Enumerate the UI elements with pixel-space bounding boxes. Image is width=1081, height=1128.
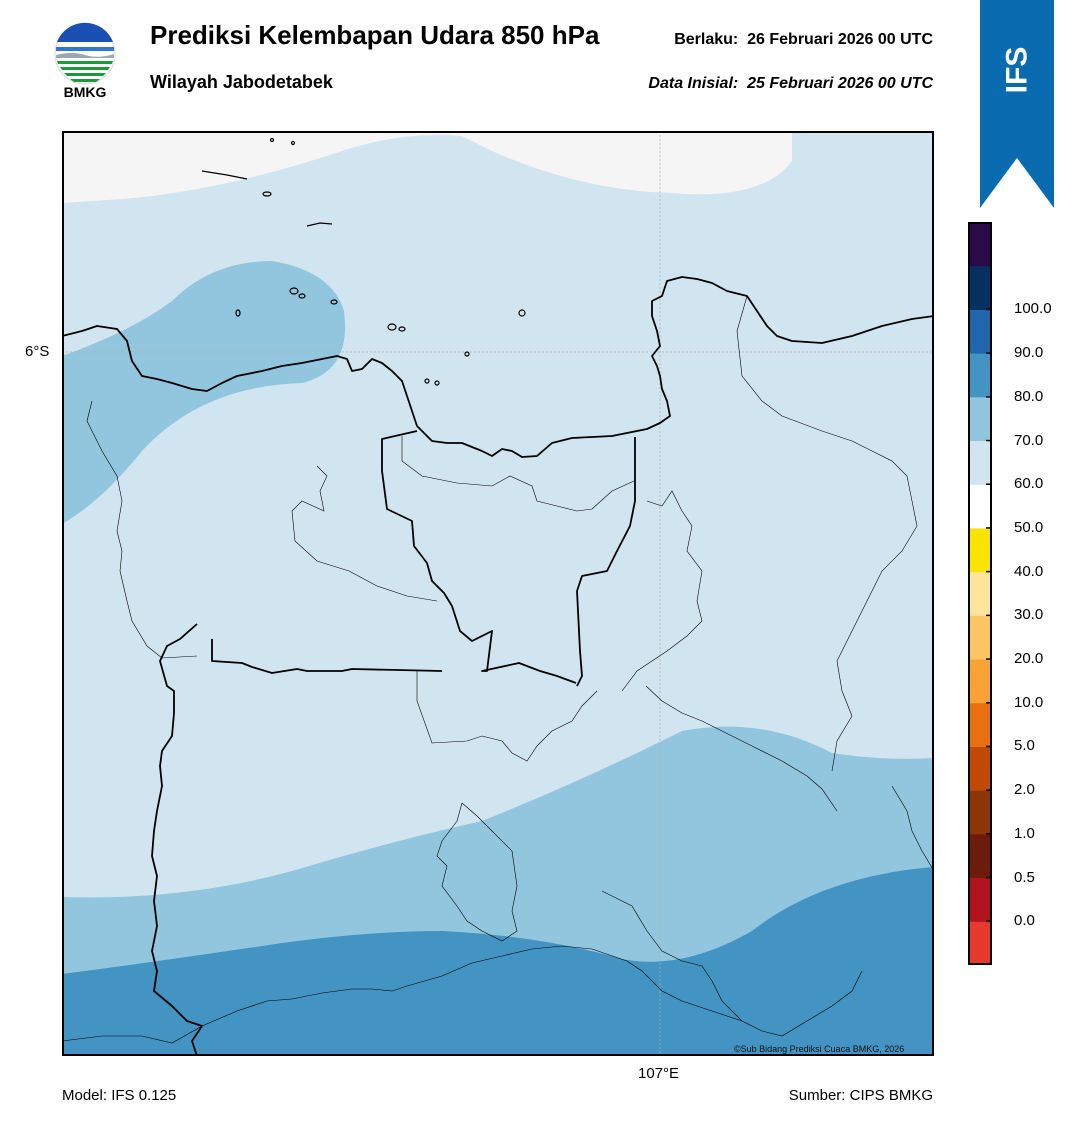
colorbar-swatch — [968, 527, 992, 573]
colorbar-swatch — [968, 790, 992, 835]
border-regency-6 — [736, 295, 918, 772]
border-regency-2 — [291, 465, 438, 602]
bmkg-logo — [54, 22, 116, 85]
init-time: Data Inisial: 25 Februari 2026 00 UTC — [648, 75, 933, 93]
ifs-ribbon — [980, 0, 1054, 208]
ifs-badge: IFS — [1001, 47, 1034, 94]
copyright-note: ©Sub Bidang Prediksi Cuaca BMKG, 2026 — [734, 1044, 905, 1054]
border-regency-7 — [621, 490, 703, 692]
border-jakarta — [381, 430, 577, 684]
band-70-80-south — [62, 867, 934, 1056]
colorbar-swatch — [968, 396, 992, 442]
map-frame — [62, 131, 934, 1056]
lon-label: 107°E — [638, 1065, 680, 1082]
colorbar-tick-label: 70.0 — [1014, 431, 1044, 449]
colorbar-tick-label: 10.0 — [1014, 693, 1044, 711]
colorbar-tick-label: 30.0 — [1014, 606, 1044, 624]
border-regency-1 — [86, 400, 198, 659]
colorbar-tick-label: 1.0 — [1014, 824, 1035, 842]
island-11 — [464, 351, 470, 357]
valid-label: Berlaku: — [674, 31, 739, 48]
model-info: Model: IFS 0.125 — [62, 1087, 177, 1104]
island-4 — [289, 287, 299, 295]
colorbar — [968, 222, 992, 965]
colorbar-swatch — [968, 615, 992, 660]
island-12 — [424, 378, 430, 384]
border-banten-jabar — [151, 623, 203, 1056]
border-regency-8 — [436, 802, 518, 942]
colorbar-swatch — [968, 440, 992, 485]
colorbar-tick-label: 60.0 — [1014, 475, 1044, 493]
colorbar-tick-label: 0.5 — [1014, 868, 1035, 886]
map-subtitle: Wilayah Jabodetabek — [150, 72, 333, 92]
colorbar-tick-label: 50.0 — [1014, 518, 1044, 536]
valid-value: 26 Februari 2026 00 UTC — [747, 31, 933, 48]
border-bekasi-karawang — [576, 437, 636, 687]
island-13 — [434, 380, 440, 386]
colorbar-swatch — [968, 877, 992, 922]
border-regency-4 — [416, 671, 598, 762]
ifs-badge-text: IFS — [1001, 47, 1034, 94]
border-regency-9 — [601, 890, 863, 1037]
map-title: Prediksi Kelembapan Udara 850 hPa — [150, 20, 600, 50]
lat-label: 6°S — [25, 343, 50, 360]
logo-text: BMKG — [63, 84, 107, 100]
coastline-java-north — [62, 276, 934, 458]
colorbar-tick-label: 80.0 — [1014, 387, 1044, 405]
colorbar-swatch — [968, 921, 992, 965]
band-60-70-nw — [62, 261, 346, 524]
border-regency-5 — [645, 685, 838, 812]
island-2 — [262, 191, 272, 197]
colorbar-tick-label: 100.0 — [1014, 300, 1052, 318]
island-15 — [290, 140, 296, 146]
colorbar-swatch — [968, 746, 992, 791]
colorbar-swatch — [968, 484, 992, 529]
island-7 — [235, 309, 241, 317]
colorbar-tick-label: 5.0 — [1014, 737, 1035, 755]
source-info: Sumber: CIPS BMKG — [788, 1087, 933, 1104]
colorbar-tick-label: 0.0 — [1014, 912, 1035, 930]
island-9 — [398, 326, 406, 332]
border-regency-11 — [891, 785, 934, 872]
border-regency-3 — [401, 436, 635, 512]
colorbar-swatch — [968, 309, 992, 354]
colorbar-swatch — [968, 353, 992, 398]
island-1 — [201, 170, 248, 180]
colorbar-tick-label: 20.0 — [1014, 650, 1044, 668]
colorbar-swatch — [968, 571, 992, 616]
colorbar-swatch — [968, 702, 992, 747]
colorbar-swatch — [968, 833, 992, 879]
valid-time: Berlaku: 26 Februari 2026 00 UTC — [674, 31, 933, 49]
colorbar-swatch — [968, 659, 992, 704]
island-3 — [306, 222, 333, 227]
colorbar-tick-label: 2.0 — [1014, 781, 1035, 799]
border-jakarta-south — [211, 639, 443, 674]
island-5 — [298, 293, 306, 299]
humidity-map — [62, 131, 934, 1056]
band-below-50-north — [62, 131, 792, 203]
island-14 — [269, 137, 275, 143]
island-6 — [330, 299, 338, 305]
island-10 — [518, 309, 526, 317]
border-regency-10 — [62, 945, 743, 1044]
colorbar-swatch — [968, 222, 992, 267]
colorbar-tick-label: 40.0 — [1014, 562, 1044, 580]
init-label: Data Inisial: — [648, 75, 739, 92]
init-value: 25 Februari 2026 00 UTC — [747, 75, 933, 92]
island-8 — [387, 323, 397, 331]
colorbar-frame — [968, 222, 992, 965]
colorbar-tick-label: 90.0 — [1014, 344, 1044, 362]
colorbar-swatch — [968, 265, 992, 310]
